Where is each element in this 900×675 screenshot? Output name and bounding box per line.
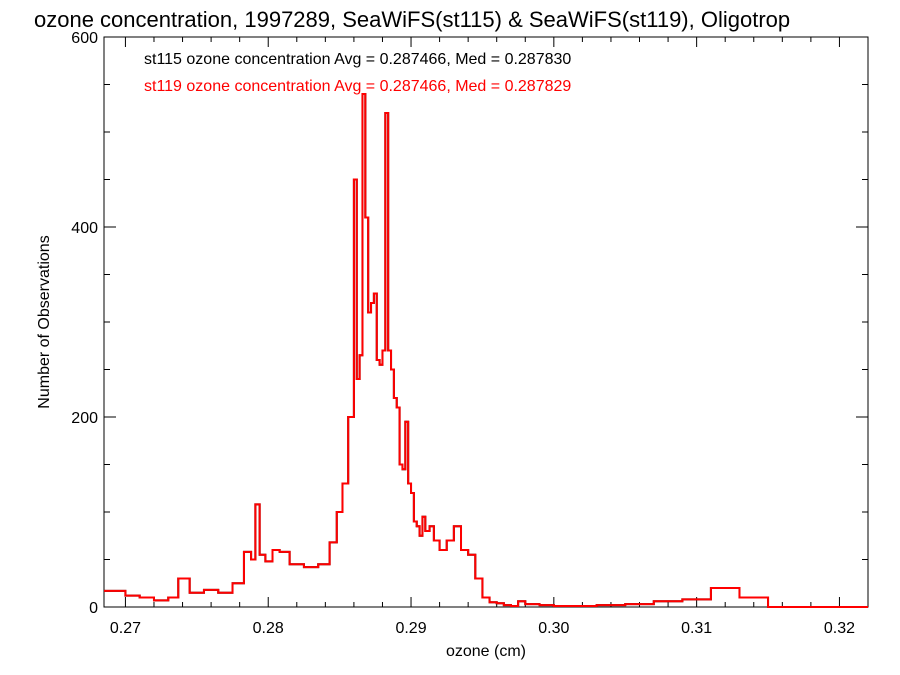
x-tick-label: 0.28 (253, 620, 284, 637)
series-st119 (104, 93, 868, 608)
x-axis-label: ozone (cm) (446, 643, 526, 660)
plot-frame (103, 36, 869, 608)
y-axis-label: Number of Observations (36, 235, 53, 408)
x-tick-label: 0.27 (110, 620, 141, 637)
chart-title: ozone concentration, 1997289, SeaWiFS(st… (34, 7, 790, 32)
tick-labels: 0.27 0.28 0.29 0.30 0.31 0.32 0 200 400 600 (71, 30, 855, 637)
series-layer (104, 93, 868, 608)
y-tick-label: 0 (89, 600, 98, 617)
y-tick-label: 200 (71, 410, 98, 427)
axis-ticks (104, 36, 869, 608)
y-tick-label: 400 (71, 220, 98, 237)
x-tick-label: 0.32 (824, 620, 855, 637)
y-tick-label: 600 (71, 30, 98, 47)
x-tick-label: 0.29 (395, 620, 426, 637)
series-st115 (104, 93, 868, 608)
x-tick-label: 0.31 (681, 620, 712, 637)
legend-st119: st119 ozone concentration Avg = 0.287466… (144, 78, 571, 95)
x-tick-label: 0.30 (538, 620, 569, 637)
legend-st115: st115 ozone concentration Avg = 0.287466… (144, 51, 571, 68)
